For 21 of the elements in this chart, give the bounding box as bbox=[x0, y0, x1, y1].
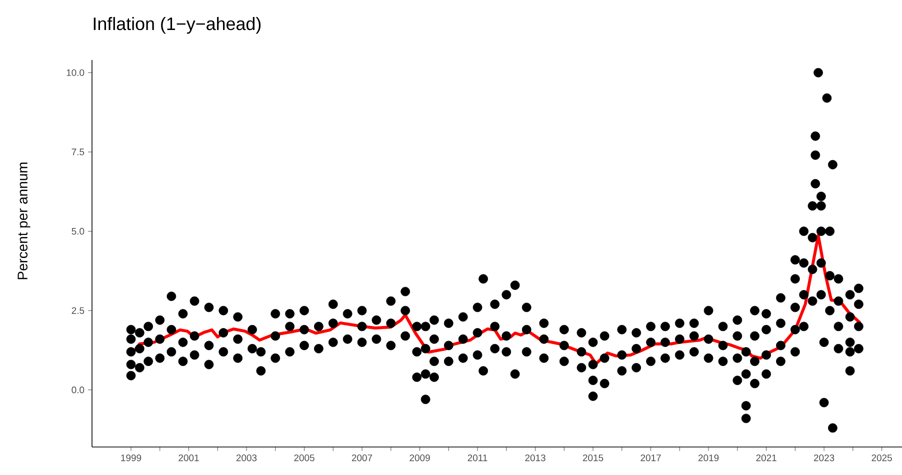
y-axis-title: Percent per annum bbox=[18, 162, 30, 280]
x-tick-label: 2007 bbox=[352, 454, 372, 462]
x-tick-label: 1999 bbox=[121, 454, 142, 462]
x-tick-label: 2013 bbox=[525, 454, 546, 462]
chart-title: Inflation (1−y−ahead) bbox=[94, 16, 261, 34]
x-tick-label: 2011 bbox=[468, 454, 488, 462]
y-tick-label: 10.0 bbox=[66, 69, 84, 76]
x-tick-label: 2015 bbox=[582, 454, 604, 462]
x-tick-label: 2005 bbox=[294, 454, 314, 462]
x-tick-label: 2017 bbox=[640, 454, 661, 462]
y-tick-label: 2.5 bbox=[72, 307, 84, 314]
x-tick-label: 2019 bbox=[698, 454, 719, 462]
x-tick-label: 2001 bbox=[178, 454, 199, 462]
x-tick-label: 2009 bbox=[410, 454, 430, 462]
y-tick-label: 7.5 bbox=[72, 148, 84, 156]
x-tick-label: 2021 bbox=[756, 454, 776, 462]
y-tick-label: 5.0 bbox=[72, 228, 84, 235]
x-tick-label: 2023 bbox=[814, 454, 834, 462]
y-tick-label: 0.0 bbox=[72, 386, 84, 394]
x-tick-label: 2025 bbox=[872, 454, 892, 462]
x-tick-label: 2003 bbox=[236, 454, 257, 462]
